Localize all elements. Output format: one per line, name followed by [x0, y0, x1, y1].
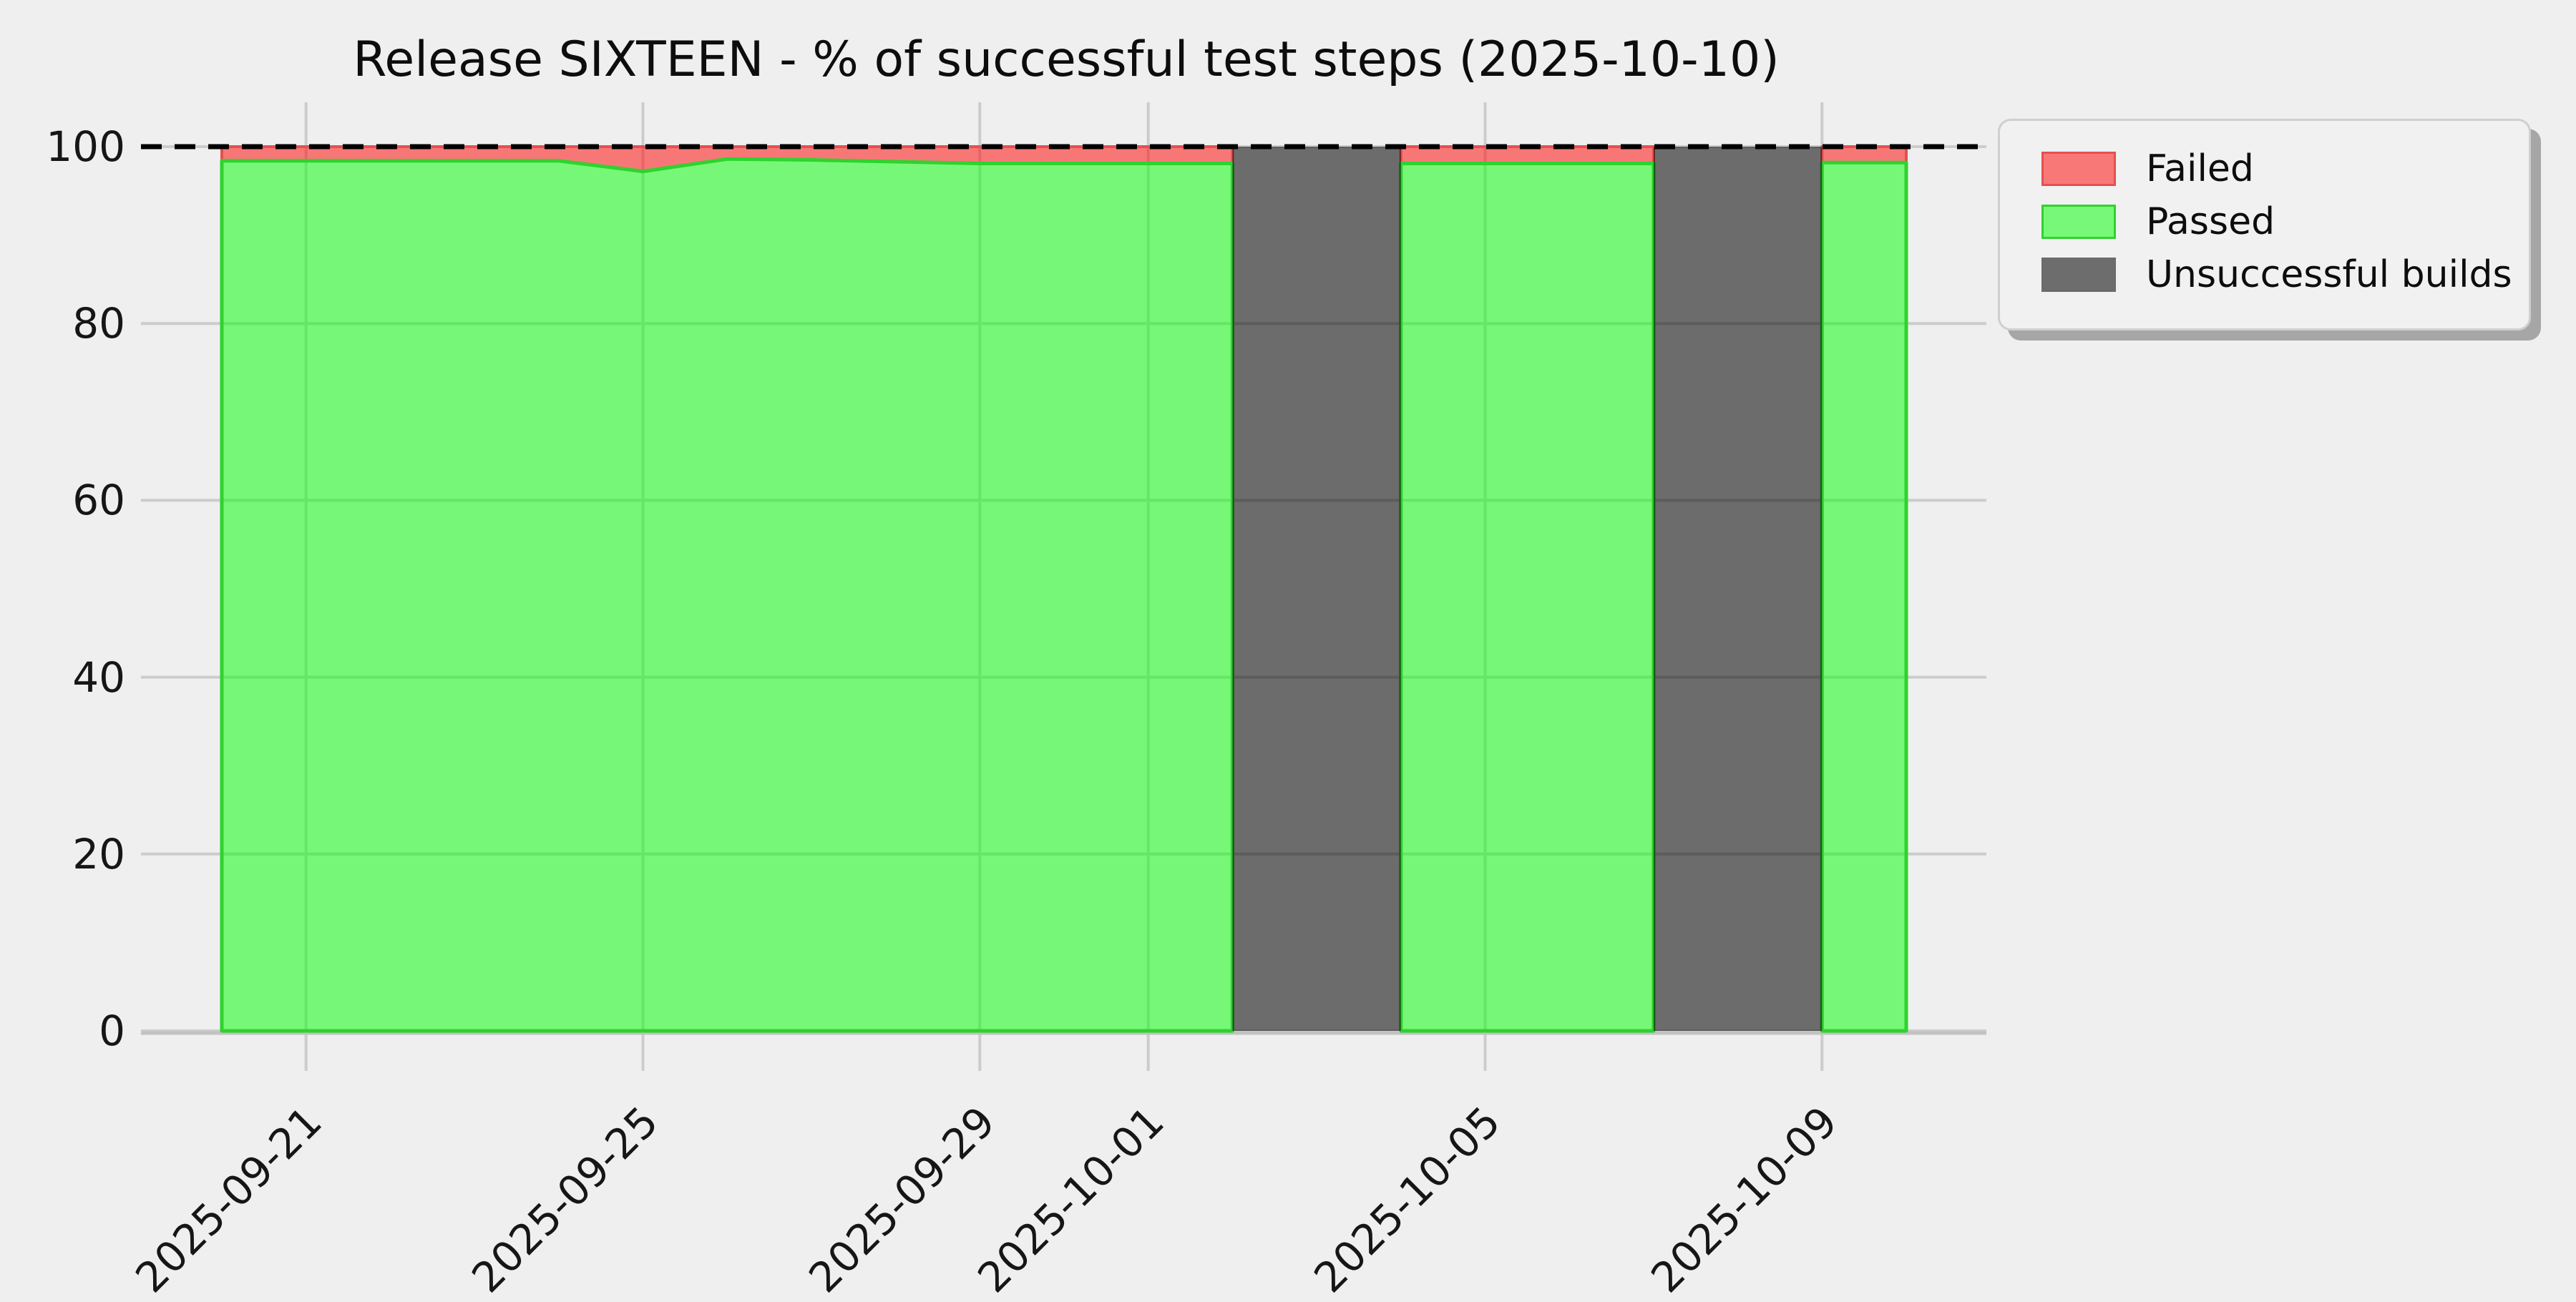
legend-item-unsuccessful: Unsuccessful builds [2041, 248, 2529, 301]
legend-swatch-unsuccessful [2041, 258, 2116, 292]
y-tick-label-100: 100 [46, 122, 125, 171]
legend: Failed Passed Unsuccessful builds [1998, 119, 2531, 331]
passed-area-segment-0 [220, 157, 1234, 1033]
failed-area-segment-1 [1399, 145, 1655, 165]
y-tick-label-60: 60 [72, 476, 125, 525]
passed-area-segment-2 [1820, 160, 1908, 1033]
y-tick-label-40: 40 [72, 652, 125, 702]
legend-swatch-passed [2041, 205, 2116, 239]
y-tick-label-0: 0 [99, 1007, 125, 1055]
unsuccessful-builds-span-0 [1232, 147, 1401, 1031]
unsuccessful-builds-span-1 [1653, 147, 1823, 1031]
legend-item-passed: Passed [2041, 195, 2529, 248]
y-tick-label-80: 80 [72, 299, 125, 348]
legend-label-passed: Passed [2146, 200, 2275, 243]
passed-area-segment-1 [1399, 161, 1656, 1033]
legend-swatch-failed [2041, 152, 2116, 186]
legend-label-unsuccessful: Unsuccessful builds [2146, 253, 2512, 296]
chart-title: Release SIXTEEN - % of successful test s… [353, 31, 1780, 88]
legend-item-failed: Failed [2041, 142, 2529, 195]
legend-label-failed: Failed [2146, 147, 2254, 190]
y-tick-label-20: 20 [72, 829, 125, 878]
